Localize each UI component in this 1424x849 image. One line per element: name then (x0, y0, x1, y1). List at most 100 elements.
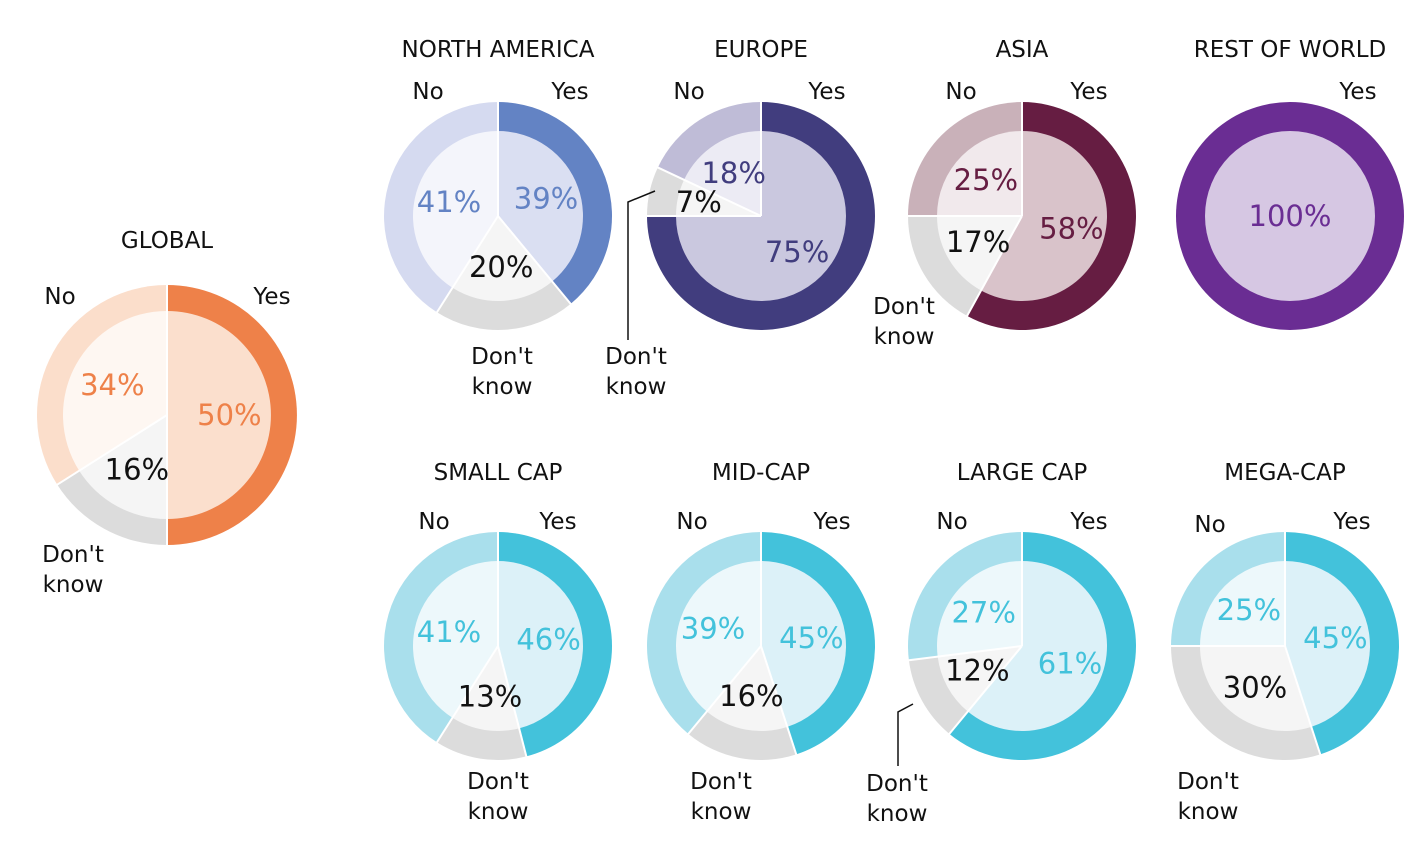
data-label-yes: 58% (1039, 212, 1103, 246)
label-yes: Yes (252, 284, 290, 310)
chart-title: NORTH AMERICA (402, 37, 595, 63)
donut-small-cap: SMALL CAP 46% 13% 41% Yes No Don't know (384, 460, 613, 825)
chart-title: MID-CAP (712, 460, 810, 486)
data-label-no: 41% (417, 615, 481, 649)
donut-asia: ASIA 58% 17% 25% Yes No Don't know (873, 37, 1136, 350)
donut-large-cap: LARGE CAP 61% 12% 27% Yes No Don't know (866, 460, 1136, 827)
slice-separator (947, 645, 1023, 736)
slice-separator (497, 215, 573, 306)
label-dont-know-line1: Don't (690, 769, 752, 795)
label-yes: Yes (1332, 509, 1370, 535)
data-label-yes: 46% (516, 623, 580, 657)
leader-line (897, 703, 914, 766)
slice-inner-no (937, 131, 1022, 216)
data-label-no: 18% (701, 156, 765, 190)
slice-separator (1284, 645, 1322, 756)
slice-inner-no (684, 131, 761, 216)
slice-inner-yes (761, 561, 847, 727)
chart-title: REST OF WORLD (1194, 37, 1386, 63)
label-dont-know-line2: know (691, 799, 752, 825)
chart-title: MEGA-CAP (1224, 460, 1346, 486)
slice-inner-yes (1205, 131, 1375, 301)
slice-separator (55, 414, 168, 487)
label-yes: Yes (1338, 79, 1376, 105)
slice-separator (965, 215, 1023, 318)
data-label-don-t-know: 17% (946, 225, 1010, 259)
data-label-yes: 75% (765, 235, 829, 269)
data-label-yes: 39% (514, 182, 578, 216)
label-dont-know-line1: Don't (1177, 769, 1239, 795)
data-label-don-t-know: 20% (469, 250, 533, 284)
slice-inner-don-t-know (937, 646, 1022, 712)
donut-global: GLOBAL 50% 16% 34% Yes No Don't know (37, 228, 297, 598)
slice-inner-don-t-know (79, 415, 167, 519)
data-label-don-t-know: 16% (719, 679, 783, 713)
label-yes: Yes (538, 509, 576, 535)
label-dont-know-line1: Don't (42, 542, 104, 568)
slice-inner-no (676, 561, 761, 712)
label-dont-know-line2: know (468, 799, 529, 825)
data-label-don-t-know: 30% (1223, 670, 1287, 704)
chart-title: ASIA (996, 37, 1049, 63)
slice-inner-no (937, 561, 1022, 657)
label-yes: Yes (807, 79, 845, 105)
data-label-yes: 50% (197, 398, 261, 432)
label-dont-know-line2: know (606, 374, 667, 400)
label-no: No (936, 509, 967, 535)
label-yes: Yes (550, 79, 588, 105)
slice-separator (760, 645, 798, 756)
label-no: No (1194, 512, 1225, 538)
slice-inner-yes (967, 561, 1108, 731)
label-no: No (44, 284, 75, 310)
slice-separator (686, 645, 762, 736)
donut-mid-cap: MID-CAP 45% 16% 39% Yes No Don't know (646, 460, 876, 825)
label-dont-know-line2: know (874, 324, 935, 350)
label-dont-know-line1: Don't (605, 344, 667, 370)
slice-separator (907, 645, 1023, 662)
donut-rest-of-world: REST OF WORLD 100% Yes (1176, 37, 1404, 330)
slice-inner-no (1200, 561, 1285, 646)
label-dont-know-line1: Don't (866, 771, 928, 797)
label-dont-know-line2: know (1178, 799, 1239, 825)
slice-inner-don-t-know (452, 216, 553, 302)
data-label-no: 25% (954, 163, 1018, 197)
chart-title: SMALL CAP (434, 460, 563, 486)
label-no: No (418, 509, 449, 535)
slice-separator (497, 645, 528, 758)
slice-inner-don-t-know (1200, 646, 1312, 732)
donut-mega-cap: MEGA-CAP 45% 30% 25% Yes No Don't know (1170, 460, 1400, 825)
slice-inner-yes (498, 131, 583, 282)
data-label-no: 39% (681, 612, 745, 646)
label-no: No (412, 79, 443, 105)
donut-north-america: NORTH AMERICA 39% 20% 41% Yes No Don't know (384, 37, 613, 400)
slice-inner-yes (981, 131, 1107, 302)
data-label-don-t-know: 13% (458, 679, 522, 713)
label-dont-know-line2: know (867, 801, 928, 827)
leader-line (627, 190, 656, 340)
data-label-no: 41% (417, 185, 481, 219)
data-label-yes: 45% (779, 621, 843, 655)
label-dont-know-line1: Don't (467, 769, 529, 795)
slice-separator (435, 645, 499, 744)
chart-title: GLOBAL (121, 228, 213, 254)
label-dont-know-line2: know (43, 572, 104, 598)
data-label-no: 27% (951, 595, 1015, 629)
slice-inner-yes (498, 561, 584, 729)
data-label-yes: 61% (1038, 646, 1102, 680)
label-no: No (676, 509, 707, 535)
chart-title: EUROPE (714, 37, 808, 63)
label-yes: Yes (812, 509, 850, 535)
donut-europe: EUROPE 75% 7%18% Yes No Don't know (605, 37, 875, 400)
label-yes: Yes (1069, 509, 1107, 535)
label-dont-know-line2: know (472, 374, 533, 400)
data-label-yes: 100% (1249, 199, 1332, 233)
slice-inner-yes (1285, 561, 1371, 727)
data-label-yes: 45% (1303, 621, 1367, 655)
data-label-don-t-know: 7% (676, 185, 722, 219)
slice-separator (656, 166, 762, 217)
data-label-don-t-know: 12% (945, 654, 1009, 688)
slice-inner-yes (167, 311, 271, 519)
data-label-no: 34% (80, 368, 144, 402)
